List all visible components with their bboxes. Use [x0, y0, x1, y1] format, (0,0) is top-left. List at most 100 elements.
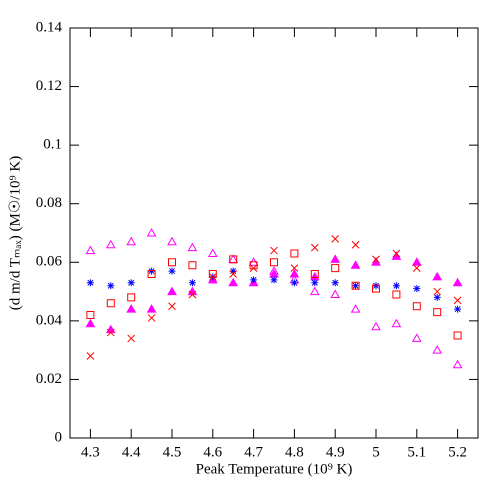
- point: [146, 227, 157, 237]
- point: [86, 352, 95, 360]
- point: [392, 282, 400, 290]
- point: [127, 293, 136, 302]
- point: [411, 257, 422, 266]
- point: [146, 304, 157, 313]
- point: [85, 318, 96, 328]
- point: [310, 270, 319, 278]
- y-tick-label: 0.12: [36, 78, 62, 94]
- y-tick-label: 0.14: [36, 19, 63, 35]
- point: [330, 289, 341, 298]
- point: [432, 271, 443, 281]
- point: [290, 249, 299, 258]
- point: [249, 261, 258, 270]
- point: [372, 284, 380, 293]
- point: [432, 345, 443, 354]
- point: [188, 261, 197, 270]
- point: [207, 248, 218, 257]
- point: [208, 270, 217, 278]
- x-tick-label: 4.5: [163, 444, 182, 460]
- point: [453, 296, 462, 305]
- point: [168, 258, 176, 267]
- point: [147, 270, 156, 278]
- point: [350, 260, 361, 269]
- point: [392, 290, 401, 299]
- y-tick-label: 0: [55, 429, 63, 445]
- point: [168, 302, 176, 311]
- point: [250, 276, 258, 284]
- point: [106, 328, 115, 337]
- point: [351, 281, 360, 290]
- x-tick-label: 4.9: [326, 444, 345, 460]
- x-tick-label: 5.2: [448, 444, 467, 460]
- point: [309, 286, 320, 296]
- point: [290, 279, 298, 287]
- point: [433, 287, 442, 296]
- point: [270, 258, 278, 267]
- point: [106, 299, 115, 308]
- point: [228, 254, 239, 263]
- point: [187, 242, 198, 252]
- point: [372, 282, 380, 290]
- x-axis-label: Peak Temperature (10⁹ K): [196, 461, 353, 477]
- point: [107, 282, 115, 290]
- point: [452, 359, 463, 369]
- point: [147, 314, 156, 322]
- y-tick-label: 0.06: [36, 254, 63, 270]
- x-tick-label: 4.4: [122, 444, 141, 460]
- point: [433, 293, 441, 301]
- point: [249, 264, 258, 272]
- point: [127, 334, 136, 343]
- x-tick-label: 5.1: [407, 444, 426, 460]
- point: [331, 279, 339, 287]
- point: [86, 311, 95, 319]
- point: [452, 277, 463, 287]
- point: [309, 271, 320, 281]
- point: [105, 239, 116, 249]
- point: [391, 318, 402, 328]
- x-tick-label: 4.6: [203, 444, 222, 460]
- point: [270, 276, 278, 284]
- y-tick-label: 0.1: [43, 137, 62, 153]
- point: [392, 249, 401, 258]
- point: [126, 304, 137, 313]
- point: [453, 331, 462, 340]
- point: [372, 255, 380, 264]
- point: [167, 236, 177, 246]
- point: [208, 273, 217, 281]
- point: [433, 308, 442, 317]
- point: [229, 255, 238, 264]
- y-tick-label: 0.04: [36, 312, 63, 328]
- point: [350, 304, 361, 313]
- point: [289, 268, 300, 278]
- x-tick-label: 4.3: [81, 444, 100, 460]
- point: [411, 333, 422, 342]
- point: [228, 277, 239, 287]
- point: [127, 279, 135, 287]
- point: [148, 267, 156, 275]
- point: [229, 267, 237, 275]
- point: [229, 270, 238, 278]
- point: [352, 282, 360, 290]
- point: [412, 264, 421, 272]
- plot-frame: [69, 27, 479, 439]
- point: [330, 254, 341, 263]
- point: [85, 245, 96, 255]
- x-tick-label: 4.8: [285, 444, 304, 460]
- point: [167, 286, 177, 296]
- point: [311, 279, 319, 287]
- point: [168, 267, 176, 275]
- point: [86, 279, 94, 287]
- point: [188, 290, 197, 299]
- point: [290, 264, 299, 272]
- y-tick-label: 0.08: [36, 195, 62, 211]
- point: [270, 246, 278, 255]
- point: [412, 302, 421, 311]
- point: [126, 236, 137, 246]
- point: [371, 321, 381, 331]
- point: [351, 240, 360, 249]
- point: [310, 243, 319, 252]
- point: [454, 305, 462, 313]
- x-tick-label: 4.7: [244, 444, 263, 460]
- point: [188, 279, 196, 287]
- y-tick-label: 0.02: [36, 371, 62, 387]
